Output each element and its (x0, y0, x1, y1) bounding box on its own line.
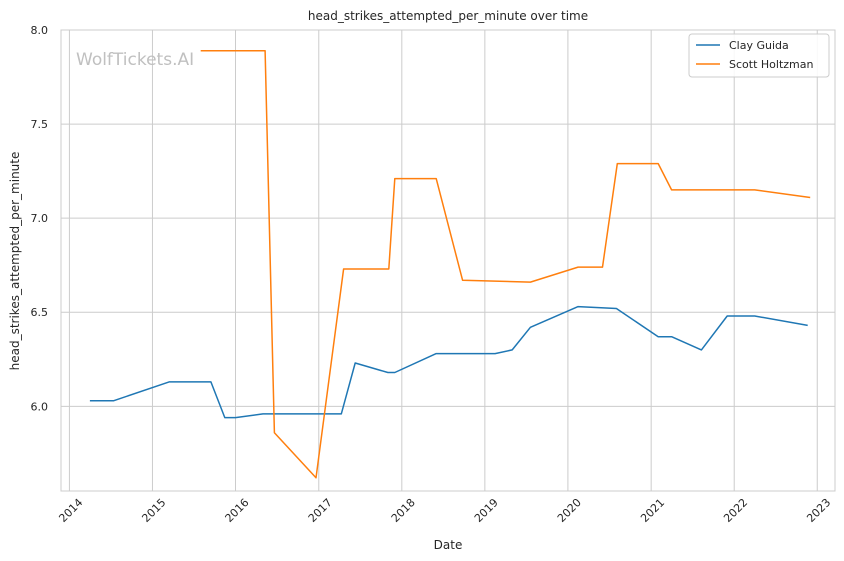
chart-title: head_strikes_attempted_per_minute over t… (308, 9, 588, 23)
series-line-clay-guida (89, 305, 808, 419)
y-tick-label-7.0: 7.0 (31, 212, 49, 225)
y-axis-ticks: 6.0 6.5 7.0 7.5 8.0 (31, 24, 49, 413)
series-layer (89, 49, 811, 479)
series-line-scott-holtzman (200, 49, 811, 479)
plot-frame (60, 29, 836, 492)
legend-label-scott-holtzman: Scott Holtzman (729, 58, 813, 71)
y-axis-label: head_strikes_attempted_per_minute (8, 152, 22, 371)
y-tick-label-6.0: 6.0 (31, 400, 49, 413)
legend-label-clay-guida: Clay Guida (729, 39, 789, 52)
legend: Clay Guida Scott Holtzman (688, 33, 830, 78)
grid-lines (61, 29, 835, 491)
y-tick-label-8.0: 8.0 (31, 24, 49, 37)
y-tick-label-7.5: 7.5 (31, 118, 49, 131)
x-axis-label: Date (434, 538, 463, 552)
legend-box (688, 33, 830, 78)
y-tick-label-6.5: 6.5 (31, 306, 49, 319)
watermark: WolfTickets.AI (76, 50, 194, 70)
